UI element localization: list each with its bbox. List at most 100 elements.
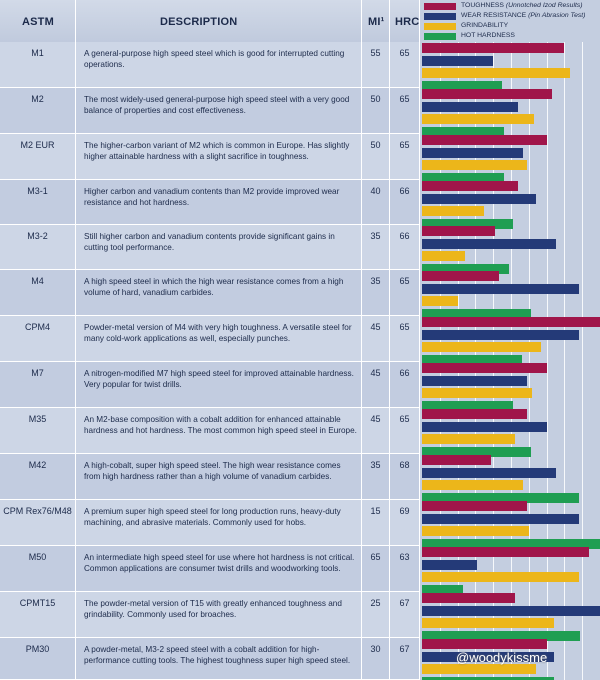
table-row: M2 The most widely-used general-purpose h… [0, 88, 420, 134]
mi-cell: 55 [370, 48, 381, 58]
bar-toughness [422, 501, 528, 511]
table-row: M35 An M2-base composition with a cobalt … [0, 408, 420, 454]
hrc-cell: 68 [399, 460, 410, 470]
mi-cell: 35 [370, 231, 381, 241]
gridline [528, 42, 530, 680]
hrc-cell: 67 [399, 644, 410, 654]
legend-grindability: GRINDABILITY [424, 22, 600, 31]
bar-wear-resistance [422, 55, 494, 66]
astm-cell: M4 [31, 276, 44, 286]
bar-hot-hardness [422, 308, 531, 319]
bar-grindability [422, 342, 542, 352]
bar-wear-resistance [422, 283, 579, 294]
bar-wear-resistance [422, 467, 556, 478]
bar-toughness [422, 43, 565, 53]
hrc-cell: 69 [399, 506, 410, 516]
bar-grindability [422, 618, 554, 628]
bar-hot-hardness [422, 80, 503, 91]
hrc-cell: 66 [399, 368, 410, 378]
mi-cell: 65 [370, 552, 381, 562]
bar-hot-hardness [422, 263, 510, 274]
astm-cell: M7 [31, 368, 44, 378]
bar-grindability [422, 664, 536, 674]
bar-toughness [422, 271, 499, 281]
bar-wear-resistance [422, 375, 528, 386]
mi-cell: 15 [370, 506, 381, 516]
description-cell: The most widely-used general-purpose hig… [84, 95, 350, 115]
description-cell: Powder-metal version of M4 with very hig… [84, 323, 352, 343]
table-row: M4 A high speed steel in which the high w… [0, 270, 420, 316]
bar-hot-hardness [422, 492, 579, 503]
hrc-cell: 66 [399, 231, 410, 241]
column-divider [75, 0, 76, 680]
bar-grindability [422, 296, 458, 306]
hrc-header: HRC [395, 16, 420, 28]
legend-label: HOT HARDNESS [461, 32, 515, 39]
bar-wear-resistance [422, 421, 547, 432]
description-cell: The higher-carbon variant of M2 which is… [84, 141, 350, 161]
bar-hot-hardness [422, 218, 513, 229]
mi-cell: 25 [370, 598, 381, 608]
gridline [564, 42, 566, 680]
bar-hot-hardness [422, 538, 600, 549]
gridline [582, 42, 584, 680]
bar-wear-resistance [422, 147, 524, 158]
astm-cell: M2 EUR [20, 140, 55, 150]
bar-grindability [422, 480, 524, 490]
table-row: M3-1 Higher carbon and vanadium contents … [0, 180, 420, 225]
astm-cell: M42 [28, 460, 47, 470]
astm-cell: M3-2 [27, 231, 48, 241]
bar-grindability [422, 206, 485, 216]
legend-note: (Pin Abrasion Test) [528, 12, 586, 19]
mi-cell: 45 [370, 368, 381, 378]
bar-wear-resistance [422, 329, 579, 340]
legend-label: TOUGHNESS [461, 2, 504, 9]
hrc-cell: 65 [399, 414, 410, 424]
bar-wear-resistance [422, 193, 536, 204]
astm-cell: CPM Rex76/M48 [3, 506, 72, 516]
legend-swatch [424, 33, 456, 40]
bar-toughness [422, 547, 590, 557]
bar-toughness [422, 455, 492, 465]
column-divider [389, 0, 390, 680]
bar-toughness [422, 639, 547, 649]
bar-grindability [422, 572, 579, 582]
bar-toughness [422, 363, 547, 373]
hrc-cell: 65 [399, 276, 410, 286]
bar-grindability [422, 68, 570, 78]
bar-hot-hardness [422, 584, 463, 595]
bar-toughness [422, 317, 600, 327]
bar-grindability [422, 160, 528, 170]
mi-cell: 40 [370, 186, 381, 196]
legend-swatch [424, 23, 456, 30]
description-cell: Still higher carbon and vanadium content… [84, 232, 335, 252]
mi-cell: 50 [370, 94, 381, 104]
table-row: PM30 A powder-metal, M3-2 speed steel wit… [0, 638, 420, 680]
description-cell: An intermediate high speed steel for use… [84, 553, 355, 573]
hrc-cell: 65 [399, 94, 410, 104]
mi-cell: 45 [370, 322, 381, 332]
legend-hot-hardness: HOT HARDNESS [424, 32, 600, 41]
bar-toughness [422, 181, 519, 191]
table-row: M7 A nitrogen-modified M7 high speed stee… [0, 362, 420, 408]
bar-wear-resistance [422, 605, 600, 616]
table-row: M2 EUR The higher-carbon variant of M2 wh… [0, 134, 420, 180]
bar-wear-resistance [422, 559, 478, 570]
astm-cell: M35 [28, 414, 47, 424]
description-cell: A nitrogen-modified M7 high speed steel … [84, 369, 354, 389]
mi-cell: 50 [370, 140, 381, 150]
bar-toughness [422, 135, 547, 145]
astm-cell: CPMT15 [19, 598, 56, 608]
bar-toughness [422, 593, 515, 603]
astm-cell: M3-1 [27, 186, 48, 196]
bar-wear-resistance [422, 101, 519, 112]
hrc-cell: 65 [399, 48, 410, 58]
bar-toughness [422, 409, 528, 419]
legend-toughness: TOUGHNESS (Unnotched Izod Results) [424, 2, 600, 11]
description-header: DESCRIPTION [160, 16, 238, 28]
astm-cell: M2 [31, 94, 44, 104]
mi-header: MI¹ [368, 16, 385, 28]
column-divider [419, 0, 420, 680]
hrc-cell: 66 [399, 186, 410, 196]
